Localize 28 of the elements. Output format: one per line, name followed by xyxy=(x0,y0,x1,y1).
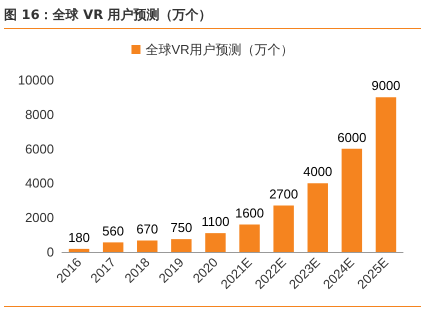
bar xyxy=(239,224,260,252)
data-label: 1100 xyxy=(201,214,230,230)
data-label: 750 xyxy=(170,220,192,236)
bar xyxy=(102,242,124,252)
y-tick-label: 0 xyxy=(46,244,54,260)
bar xyxy=(342,148,362,252)
bar xyxy=(273,206,294,252)
bar xyxy=(68,248,90,252)
data-label: 4000 xyxy=(303,164,332,180)
y-tick-label: 6000 xyxy=(25,141,54,156)
bar xyxy=(137,240,158,252)
data-label: 670 xyxy=(136,221,158,236)
y-tick-label: 2000 xyxy=(25,210,54,226)
chart-title: 图 16：全球 VR 用户预测（万个） xyxy=(4,4,421,29)
data-label: 180 xyxy=(68,230,90,245)
bar xyxy=(376,97,396,252)
data-label: 560 xyxy=(102,223,124,238)
data-label: 1600 xyxy=(235,205,264,220)
bar xyxy=(308,183,328,252)
data-label: 2700 xyxy=(269,186,298,202)
y-tick-label: 10000 xyxy=(18,72,54,88)
legend-label: 全球VR用户预测（万个） xyxy=(145,42,294,57)
y-tick-label: 4000 xyxy=(25,176,54,191)
bar xyxy=(205,233,226,252)
data-label: 9000 xyxy=(371,78,400,94)
bar xyxy=(171,239,192,252)
data-label: 6000 xyxy=(337,130,366,145)
y-tick-label: 8000 xyxy=(25,106,54,122)
